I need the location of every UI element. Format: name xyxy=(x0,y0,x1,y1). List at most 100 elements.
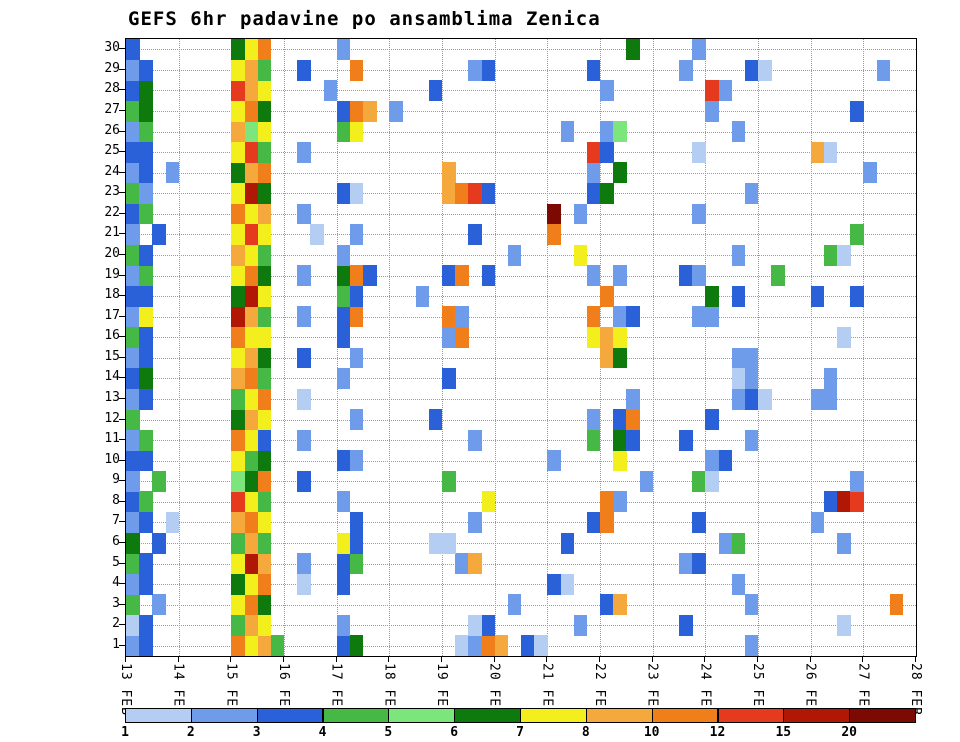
heatmap-cell xyxy=(705,285,719,307)
heatmap-cell xyxy=(600,347,614,369)
legend-tick-label: 7 xyxy=(516,725,524,740)
y-tick-label: 21 xyxy=(104,225,120,241)
gridline-horizontal xyxy=(126,481,916,483)
heatmap-cell xyxy=(231,285,245,307)
chart-title: GEFS 6hr padavine po ansamblima Zenica xyxy=(128,8,601,30)
heatmap-cell xyxy=(468,59,482,81)
heatmap-cell xyxy=(823,244,838,266)
y-tick-label: 20 xyxy=(104,245,120,261)
heatmap-cell xyxy=(257,553,272,575)
x-tick-mark xyxy=(335,656,337,662)
heatmap-cell xyxy=(600,121,614,143)
heatmap-cell xyxy=(336,285,351,307)
heatmap-cell xyxy=(257,491,272,513)
heatmap-cell xyxy=(244,347,259,369)
heatmap-cell xyxy=(336,39,351,60)
heatmap-cell xyxy=(692,553,706,575)
y-tick-mark xyxy=(119,336,125,338)
gridline-horizontal xyxy=(126,440,916,442)
heatmap-cell xyxy=(837,532,851,554)
x-tick-label: 18 FEB xyxy=(381,663,397,716)
x-tick-label: 16 FEB xyxy=(276,663,291,716)
heatmap-cell xyxy=(257,141,272,163)
heatmap-cell xyxy=(731,532,746,554)
heatmap-cell xyxy=(139,491,153,513)
heatmap-cell xyxy=(257,368,272,390)
gridline-vertical xyxy=(389,39,391,656)
heatmap-cell xyxy=(718,80,733,102)
heatmap-cell xyxy=(257,306,272,328)
x-tick-label: 19 FEB xyxy=(434,663,449,716)
gridline-horizontal xyxy=(126,625,916,627)
heatmap-cell xyxy=(257,224,272,246)
legend-color-segment xyxy=(322,708,390,723)
heatmap-cell xyxy=(231,450,245,472)
heatmap-cell xyxy=(231,491,245,513)
heatmap-cell xyxy=(310,224,324,246)
heatmap-cell xyxy=(231,182,245,204)
heatmap-cell xyxy=(139,614,153,636)
heatmap-cell xyxy=(613,429,627,451)
y-tick-label: 1 xyxy=(112,636,120,652)
x-tick-mark xyxy=(546,656,548,662)
heatmap-cell xyxy=(257,162,272,184)
heatmap-cell xyxy=(336,532,351,554)
heatmap-cell xyxy=(231,532,245,554)
y-tick-label: 15 xyxy=(104,348,120,364)
y-tick-label: 17 xyxy=(104,307,120,323)
heatmap-cell xyxy=(336,635,351,657)
heatmap-cell xyxy=(349,553,364,575)
heatmap-cell xyxy=(468,512,482,533)
heatmap-cell xyxy=(231,614,245,636)
y-tick-label: 22 xyxy=(104,204,120,220)
heatmap-cell xyxy=(126,614,140,636)
heatmap-cell xyxy=(126,512,140,533)
heatmap-cell xyxy=(442,306,456,328)
heatmap-cell xyxy=(231,470,245,492)
heatmap-cell xyxy=(257,347,272,369)
heatmap-cell xyxy=(244,470,259,492)
heatmap-cell xyxy=(744,388,759,410)
heatmap-cell xyxy=(231,244,245,266)
heatmap-cell xyxy=(349,100,364,122)
heatmap-cell xyxy=(297,347,311,369)
heatmap-cell xyxy=(560,573,575,595)
gridline-vertical xyxy=(178,39,180,656)
heatmap-cell xyxy=(455,635,469,657)
heatmap-cell xyxy=(507,594,522,616)
y-tick-mark xyxy=(119,295,125,297)
heatmap-cell xyxy=(573,244,588,266)
gridline-vertical xyxy=(863,39,865,656)
heatmap-cell xyxy=(639,470,654,492)
heatmap-cell xyxy=(600,326,614,348)
heatmap-cell xyxy=(257,80,272,102)
heatmap-cell xyxy=(126,368,140,390)
y-tick-label: 24 xyxy=(104,163,120,179)
heatmap-cell xyxy=(257,59,272,81)
gridline-horizontal xyxy=(126,213,916,215)
heatmap-cell xyxy=(731,573,746,595)
heatmap-cell xyxy=(257,244,272,266)
heatmap-cell xyxy=(165,162,180,184)
heatmap-cell xyxy=(744,635,759,657)
legend-tick-label: 4 xyxy=(318,725,327,740)
y-tick-mark xyxy=(119,480,125,482)
legend-color-segment xyxy=(520,708,587,723)
heatmap-cell xyxy=(600,80,614,102)
legend-tick-label: 2 xyxy=(186,725,195,740)
heatmap-cell xyxy=(455,265,469,287)
heatmap-cell xyxy=(244,368,259,390)
x-tick-label: 20 FEB xyxy=(486,663,502,716)
x-tick-label: 28 FEB xyxy=(908,663,923,716)
heatmap-cell xyxy=(600,141,614,163)
heatmap-cell xyxy=(547,203,561,225)
heatmap-cell xyxy=(850,491,864,513)
heatmap-cell xyxy=(837,326,851,348)
legend-color-segment xyxy=(717,708,785,723)
heatmap-cell xyxy=(692,470,706,492)
heatmap-cell xyxy=(428,409,443,431)
heatmap-cell xyxy=(139,80,153,102)
legend-color-segment xyxy=(125,708,192,723)
heatmap-cell xyxy=(244,512,259,533)
heatmap-cell xyxy=(850,285,864,307)
